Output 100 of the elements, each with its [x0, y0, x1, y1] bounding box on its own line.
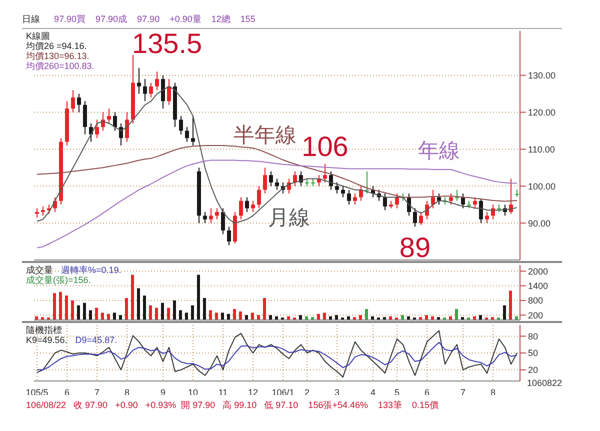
candlestick	[179, 115, 183, 135]
bar	[359, 315, 362, 320]
candlestick	[239, 196, 243, 220]
candlestick	[71, 90, 75, 113]
bar	[125, 298, 128, 320]
candlestick	[269, 170, 273, 187]
candlestick	[191, 115, 195, 146]
bar	[269, 315, 272, 320]
series-label: 年線	[418, 140, 460, 163]
candlestick	[365, 170, 369, 194]
bar	[83, 302, 86, 320]
candlestick	[77, 93, 81, 113]
annotation: 均價130=96.13.	[26, 51, 90, 61]
bar	[131, 274, 134, 320]
candlestick	[203, 211, 207, 224]
line-series	[36, 342, 518, 370]
candlestick	[449, 193, 453, 206]
bar	[101, 312, 104, 320]
bar	[59, 292, 62, 320]
candlestick	[329, 170, 333, 190]
bar	[323, 312, 326, 320]
candlestick	[263, 167, 267, 194]
candlestick	[95, 119, 99, 139]
annotation: K線圖	[26, 31, 50, 41]
bar	[161, 302, 164, 320]
candlestick	[221, 208, 225, 235]
bar	[479, 315, 482, 320]
bar	[143, 296, 146, 320]
candlestick	[113, 112, 117, 132]
bar	[227, 314, 230, 320]
candlestick	[419, 211, 423, 226]
annotation: 成交量(張)=156.	[26, 275, 91, 285]
bar	[209, 310, 212, 320]
bar	[173, 300, 176, 320]
bar	[503, 305, 506, 320]
chart-title: 日線	[22, 12, 40, 26]
candlestick	[245, 196, 249, 212]
text: 1060822	[526, 378, 562, 388]
text: 106/08/22 收 97.90 +0.90 +0.93% 開 97.90 高 99.10 低 97.10 156張+54.46% 133筆 0.15價	[25, 399, 440, 412]
x-tick-label: 4	[370, 387, 376, 398]
candlestick	[383, 193, 387, 211]
x-tick-label: 7	[460, 387, 466, 398]
annotation: D9=45.87.	[75, 335, 118, 345]
annotation: 89	[399, 232, 431, 263]
bar	[221, 312, 224, 320]
x-tick-label: 11	[218, 387, 228, 398]
candlestick	[461, 193, 465, 209]
annotation: 隨機指標	[26, 325, 62, 335]
y-tick-label: 90.00	[528, 218, 551, 228]
candlestick	[215, 208, 219, 220]
bar	[215, 312, 218, 320]
bar	[107, 314, 110, 320]
candlestick	[251, 200, 255, 212]
bar	[77, 305, 80, 320]
x-tick-label: 7	[94, 387, 100, 398]
bar	[299, 315, 302, 320]
x-tick-label: 2	[304, 387, 310, 398]
annotation: 135.5	[132, 28, 202, 59]
bar	[317, 314, 320, 320]
y-tick-label: 50	[528, 348, 538, 358]
bar	[257, 315, 260, 320]
annotation: 106	[302, 130, 348, 162]
bar	[89, 310, 92, 320]
candlestick	[161, 74, 165, 110]
annotation: 均價26 =94.16.	[26, 41, 87, 51]
bar	[245, 315, 248, 320]
candlestick	[431, 189, 435, 209]
bar	[335, 315, 338, 320]
bar	[401, 315, 404, 320]
candlestick	[335, 182, 339, 194]
candlestick	[185, 126, 189, 142]
candlestick	[479, 198, 483, 224]
y-tick-label: 130.00	[528, 70, 556, 81]
candlestick	[395, 193, 399, 209]
y-tick-label: 20	[528, 364, 538, 375]
bar	[149, 305, 152, 320]
candlestick	[125, 112, 129, 142]
candlestick	[275, 178, 279, 190]
bar	[191, 305, 194, 320]
annotation: 週轉率%=0.19.	[61, 265, 122, 275]
candlestick	[83, 100, 87, 135]
y-tick-label: 800	[528, 296, 544, 306]
y-tick-label: 110.00	[528, 144, 555, 154]
bar	[425, 315, 428, 320]
bar	[251, 312, 254, 320]
bar	[203, 298, 206, 320]
candlestick	[455, 189, 459, 202]
candlestick	[155, 71, 159, 91]
candlestick	[227, 226, 231, 246]
bar	[239, 311, 242, 320]
bar	[71, 300, 74, 320]
bar	[53, 293, 56, 320]
bar	[365, 309, 368, 320]
bar	[167, 308, 170, 320]
candlestick	[353, 193, 357, 206]
bar	[113, 312, 116, 320]
candlestick	[167, 78, 171, 106]
candlestick	[137, 67, 141, 94]
bar	[179, 310, 182, 320]
candlestick	[347, 189, 351, 206]
